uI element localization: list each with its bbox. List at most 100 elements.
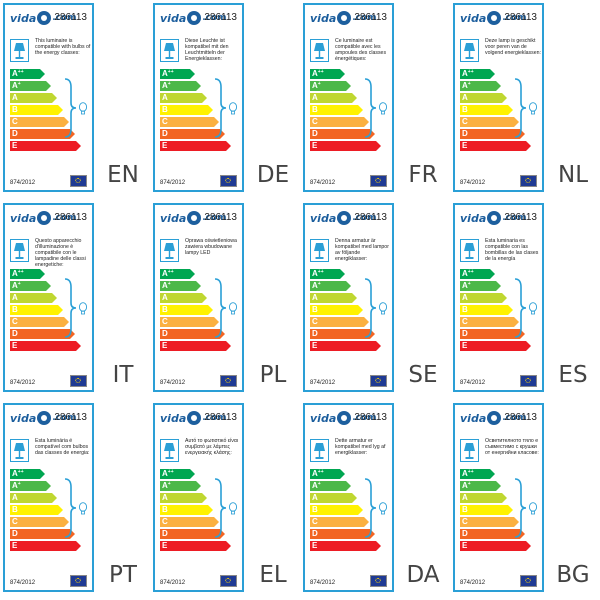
regulation-number: 874/2012 xyxy=(10,580,36,586)
energy-label-pt: vida .com 286113 Esta luminária é compatíve… xyxy=(0,400,150,600)
energy-label-fr: vida .com 286113 Ce luminaire est compatibl… xyxy=(300,0,450,200)
energy-class-e: E xyxy=(310,541,381,551)
product-code: 286113 xyxy=(204,212,237,223)
vidaxl-logo: vida .com xyxy=(10,11,77,25)
energy-class-ap: A+ xyxy=(460,281,501,291)
lamp-icon xyxy=(10,39,29,62)
energy-class-c: C xyxy=(160,117,219,127)
label-card: vida .com 286113 Осветителното тяло е съвме… xyxy=(453,403,544,592)
eu-flag-icon xyxy=(520,175,537,187)
regulation-number: 874/2012 xyxy=(460,580,486,586)
energy-class-app: A++ xyxy=(460,469,495,479)
energy-class-b: B xyxy=(10,105,63,115)
energy-class-app: A++ xyxy=(10,269,45,279)
energy-class-c: C xyxy=(460,517,519,527)
product-code: 286113 xyxy=(54,412,87,423)
energy-class-app: A++ xyxy=(460,269,495,279)
energy-class-d: D xyxy=(160,129,225,139)
compatibility-text: Esta luminária é compatível com bulbos d… xyxy=(35,438,90,456)
energy-class-a: A xyxy=(310,493,357,503)
energy-label-es: vida .com 286113 Esta luminaria es compatib… xyxy=(450,200,600,400)
regulation-number: 874/2012 xyxy=(310,180,336,186)
product-code: 286113 xyxy=(504,12,537,23)
energy-class-scale: A++ A+ A B C D E xyxy=(10,69,81,153)
compatibility-text: Questo apparecchio d'illuminazione è com… xyxy=(35,238,86,268)
eu-flag-icon xyxy=(70,575,87,587)
label-card: vida .com 286113 Deze lamp is geschikt voor… xyxy=(453,3,544,192)
eu-flag-icon xyxy=(370,575,387,587)
energy-class-d: D xyxy=(460,329,525,339)
energy-class-e: E xyxy=(160,541,231,551)
compatibility-text: Осветителното тяло е съвместимо с крушки… xyxy=(485,438,539,456)
regulation-number: 874/2012 xyxy=(460,180,486,186)
label-card: vida .com 286113 Oprawa oświetleniowa zawie… xyxy=(153,203,244,392)
energy-class-app: A++ xyxy=(310,469,345,479)
lamp-icon xyxy=(10,439,29,462)
energy-class-e: E xyxy=(310,141,381,151)
compatibility-text: Dette armatur er kompatibel med lyg af e… xyxy=(335,438,386,456)
energy-label-it: vida .com 286113 Questo apparecchio d'illum… xyxy=(0,200,150,400)
energy-class-e: E xyxy=(10,341,81,351)
energy-class-e: E xyxy=(460,341,531,351)
bulb-brace-icon xyxy=(363,277,391,344)
energy-class-b: B xyxy=(310,305,363,315)
energy-class-app: A++ xyxy=(160,269,195,279)
regulation-number: 874/2012 xyxy=(460,380,486,386)
product-code: 286113 xyxy=(504,212,537,223)
energy-class-a: A xyxy=(160,293,207,303)
eu-flag-icon xyxy=(70,175,87,187)
energy-class-app: A++ xyxy=(310,269,345,279)
energy-class-ap: A+ xyxy=(10,281,51,291)
language-code: FR xyxy=(408,162,438,188)
energy-class-d: D xyxy=(460,129,525,139)
energy-class-c: C xyxy=(310,517,369,527)
energy-class-a: A xyxy=(10,493,57,503)
energy-class-d: D xyxy=(460,529,525,539)
energy-class-ap: A+ xyxy=(460,481,501,491)
product-code: 286113 xyxy=(204,412,237,423)
energy-class-ap: A+ xyxy=(10,81,51,91)
lamp-icon xyxy=(310,239,329,262)
energy-class-ap: A+ xyxy=(460,81,501,91)
energy-class-a: A xyxy=(10,93,57,103)
lamp-icon xyxy=(310,439,329,462)
energy-class-ap: A+ xyxy=(310,81,351,91)
energy-label-pl: vida .com 286113 Oprawa oświetleniowa zawie… xyxy=(150,200,300,400)
bulb-brace-icon xyxy=(363,477,391,544)
energy-class-app: A++ xyxy=(10,469,45,479)
energy-class-b: B xyxy=(310,105,363,115)
energy-class-scale: A++ A+ A B C D E xyxy=(460,269,531,353)
energy-class-ap: A+ xyxy=(160,481,201,491)
language-code: BG xyxy=(556,562,590,588)
energy-class-c: C xyxy=(460,317,519,327)
bulb-brace-icon xyxy=(213,77,241,144)
eu-flag-icon xyxy=(220,575,237,587)
energy-class-e: E xyxy=(310,341,381,351)
energy-class-a: A xyxy=(160,93,207,103)
eu-flag-icon xyxy=(370,175,387,187)
vidaxl-logo: vida .com xyxy=(460,11,527,25)
language-code: IT xyxy=(112,362,134,388)
energy-class-scale: A++ A+ A B C D E xyxy=(10,269,81,353)
energy-class-b: B xyxy=(460,105,513,115)
energy-class-scale: A++ A+ A B C D E xyxy=(460,69,531,153)
energy-class-d: D xyxy=(160,329,225,339)
compatibility-text: Esta luminaria es compatible con las bom… xyxy=(485,238,539,262)
energy-class-b: B xyxy=(310,505,363,515)
energy-class-d: D xyxy=(160,529,225,539)
regulation-number: 874/2012 xyxy=(160,580,186,586)
energy-class-d: D xyxy=(310,129,375,139)
energy-class-b: B xyxy=(160,505,213,515)
label-card: vida .com 286113 This luminaire is compatib… xyxy=(3,3,94,192)
language-code: DE xyxy=(256,162,290,188)
energy-class-a: A xyxy=(10,293,57,303)
lamp-icon xyxy=(160,39,179,62)
energy-class-d: D xyxy=(10,329,75,339)
energy-class-ap: A+ xyxy=(160,81,201,91)
energy-class-scale: A++ A+ A B C D E xyxy=(10,469,81,553)
energy-class-c: C xyxy=(10,517,69,527)
compatibility-text: Diese Leuchte ist kompatibel mit den Leu… xyxy=(185,38,229,62)
eu-flag-icon xyxy=(370,375,387,387)
energy-class-d: D xyxy=(10,129,75,139)
label-card: vida .com 286113 Questo apparecchio d'illum… xyxy=(3,203,94,392)
